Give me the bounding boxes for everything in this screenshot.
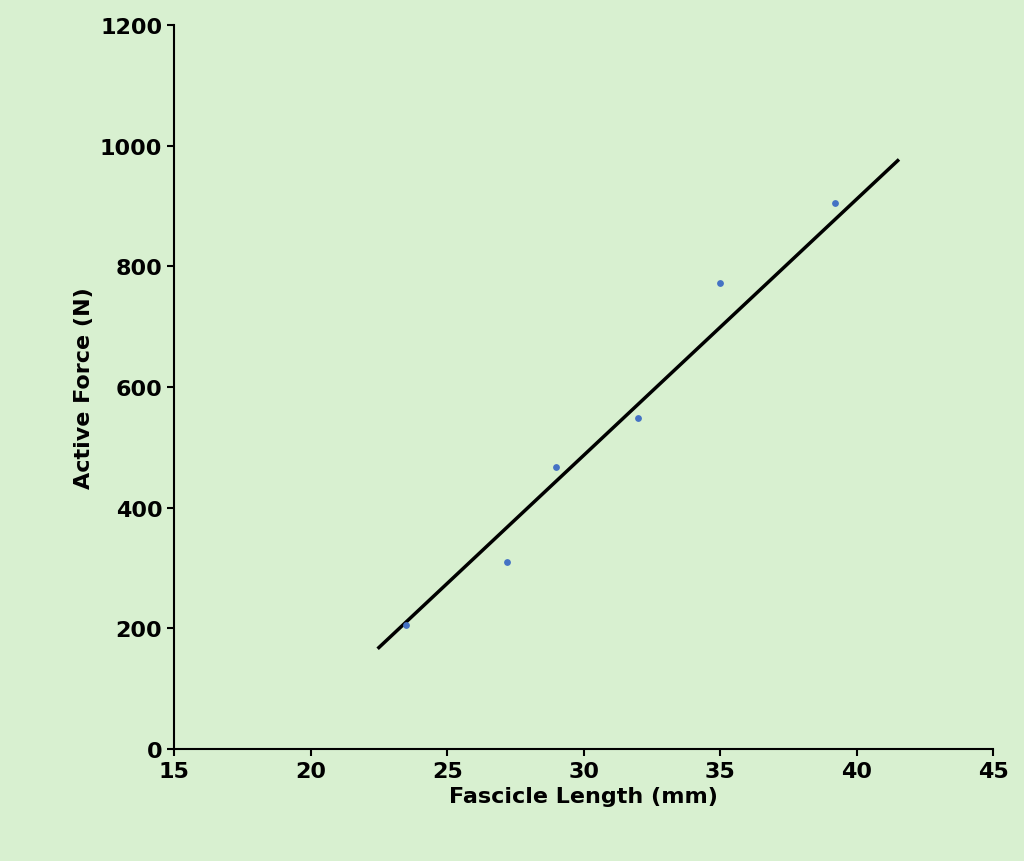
Point (398, 618, 415, 632)
Point (712, 277, 728, 291)
Y-axis label: Active Force (N): Active Force (N) (75, 287, 94, 488)
X-axis label: Fascicle Length (mm): Fascicle Length (mm) (450, 786, 718, 807)
Point (826, 196, 843, 210)
Point (630, 412, 646, 425)
Point (548, 460, 564, 474)
Point (499, 555, 515, 569)
